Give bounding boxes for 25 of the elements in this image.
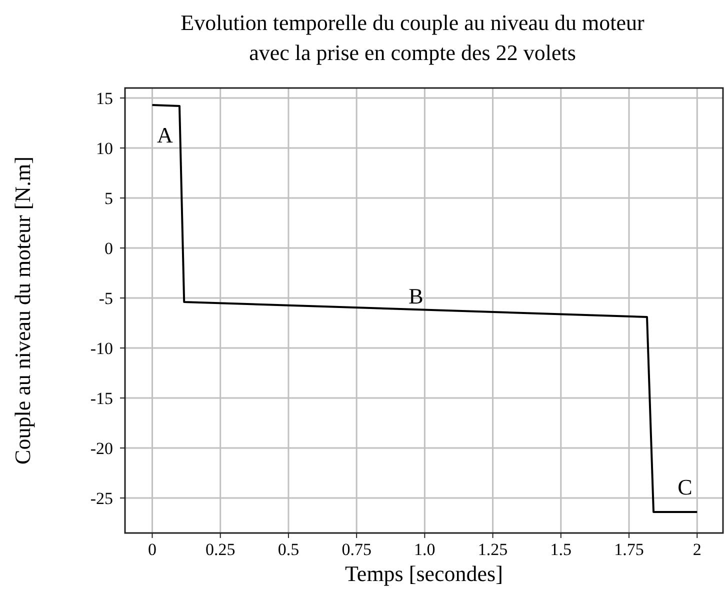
- y-tick-label: 5: [104, 188, 113, 208]
- annotation: A: [157, 122, 174, 148]
- x-tick-label: 1.0: [414, 540, 436, 559]
- y-tick-label: 15: [96, 88, 113, 108]
- x-tick-label: 1.5: [550, 540, 572, 559]
- y-tick-label: -20: [90, 438, 113, 458]
- x-tick-label: 1.25: [478, 540, 508, 559]
- line-series: [151, 104, 698, 513]
- x-tick-label: 0: [148, 540, 156, 559]
- y-tick-label: -25: [90, 488, 113, 508]
- annotation: C: [678, 474, 692, 500]
- x-tick-label: 1.75: [614, 540, 644, 559]
- x-tick-label: 0.5: [278, 540, 300, 559]
- y-tick-label: -5: [98, 288, 113, 308]
- y-tick-label: 0: [104, 238, 113, 258]
- y-tick-label: -15: [90, 388, 113, 408]
- chart-title: Evolution temporelle du couple au niveau du moteur avec la prise en compte des 22 volets: [180, 10, 646, 65]
- y-tick-label: -10: [90, 338, 113, 358]
- y-axis-title: Couple au niveau du moteur [N.m]: [10, 156, 35, 464]
- x-tick-label: 2: [692, 540, 702, 559]
- x-tick-label: 0.75: [342, 540, 372, 559]
- x-axis-title: Temps [secondes]: [345, 561, 503, 586]
- x-tick-label: 0.25: [205, 540, 236, 559]
- annotation: B: [408, 284, 424, 309]
- y-tick-label: 10: [96, 138, 113, 158]
